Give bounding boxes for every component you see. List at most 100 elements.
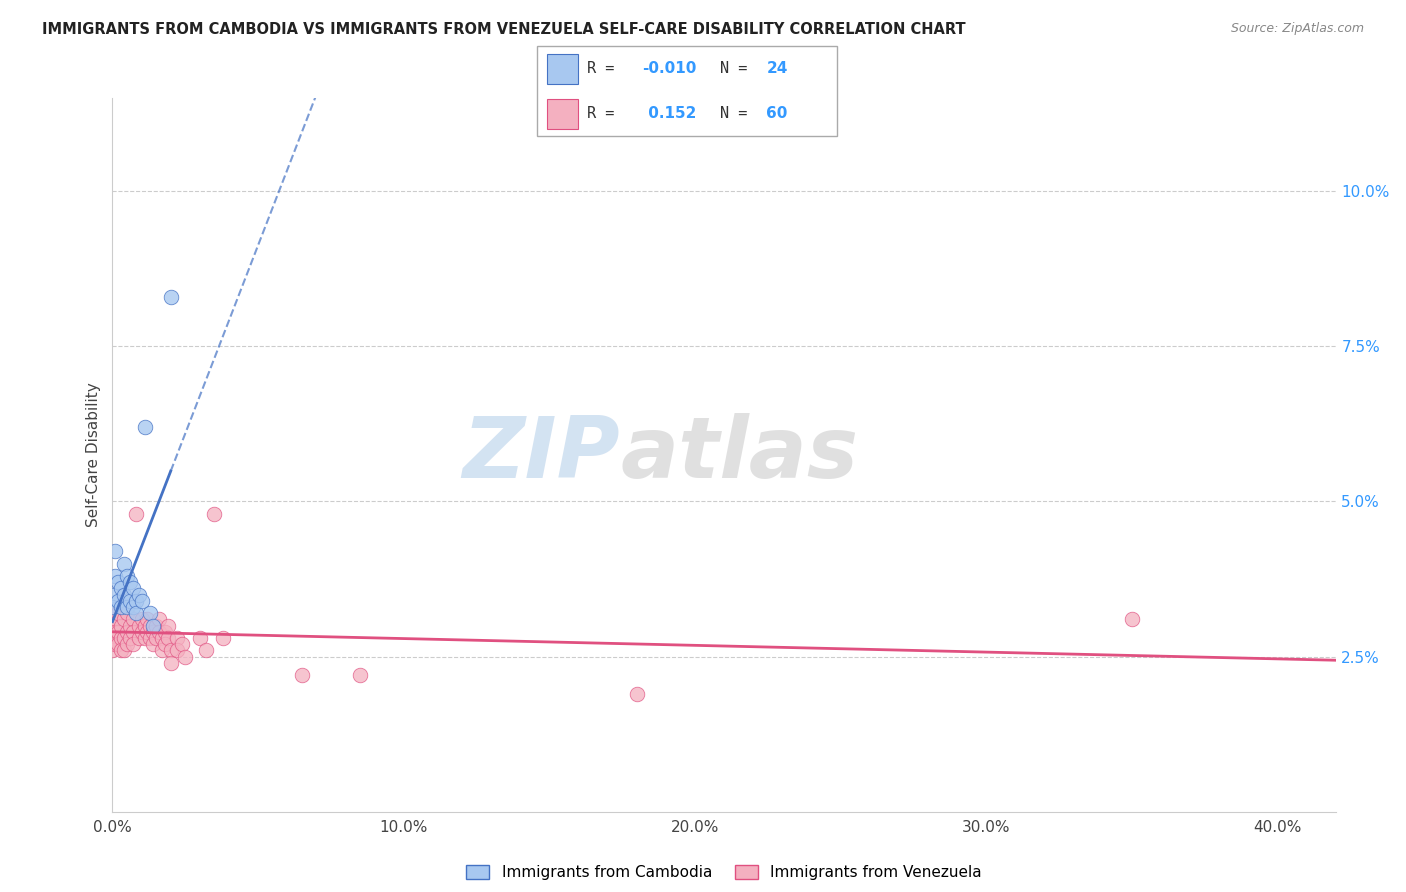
Text: R =: R = [586, 106, 623, 121]
Legend: Immigrants from Cambodia, Immigrants from Venezuela: Immigrants from Cambodia, Immigrants fro… [460, 859, 988, 886]
Point [145, 631, 167, 645]
Point [122, 624, 145, 639]
Point [107, 593, 129, 607]
Point [142, 618, 165, 632]
Point [115, 569, 138, 583]
Point [166, 631, 188, 645]
Point [107, 637, 129, 651]
Point [128, 631, 150, 645]
Point [142, 624, 165, 639]
Point [115, 624, 138, 639]
Point [172, 637, 194, 651]
Point [349, 668, 371, 682]
Point [125, 606, 148, 620]
Point [112, 557, 135, 571]
Point [104, 624, 127, 639]
Point [112, 612, 135, 626]
Text: 0.152: 0.152 [643, 106, 696, 121]
Point [118, 593, 141, 607]
Point [150, 631, 173, 645]
Text: N =: N = [720, 62, 756, 77]
Point [166, 643, 188, 657]
Point [204, 507, 226, 521]
Point [101, 643, 124, 657]
Text: 60: 60 [766, 106, 787, 121]
Point [188, 631, 211, 645]
Text: N =: N = [720, 106, 756, 121]
Point [125, 593, 148, 607]
Point [212, 631, 235, 645]
FancyBboxPatch shape [537, 46, 838, 136]
Point [194, 643, 217, 657]
Point [110, 599, 132, 614]
Point [131, 624, 153, 639]
Point [122, 599, 145, 614]
Point [131, 593, 153, 607]
Point [159, 656, 181, 670]
Point [118, 618, 141, 632]
Point [118, 631, 141, 645]
Point [110, 631, 132, 645]
Point [139, 631, 162, 645]
Point [122, 612, 145, 626]
Point [112, 643, 135, 657]
Point [134, 631, 156, 645]
Point [118, 575, 141, 590]
Point [104, 569, 127, 583]
Text: -0.010: -0.010 [643, 62, 697, 77]
Point [145, 618, 167, 632]
Point [110, 643, 132, 657]
Point [122, 637, 145, 651]
Text: Source: ZipAtlas.com: Source: ZipAtlas.com [1230, 22, 1364, 36]
Point [125, 507, 148, 521]
Point [131, 612, 153, 626]
Point [156, 631, 179, 645]
Point [107, 606, 129, 620]
Text: IMMIGRANTS FROM CAMBODIA VS IMMIGRANTS FROM VENEZUELA SELF-CARE DISABILITY CORRE: IMMIGRANTS FROM CAMBODIA VS IMMIGRANTS F… [42, 22, 966, 37]
Point [142, 637, 165, 651]
Point [101, 618, 124, 632]
Point [159, 290, 181, 304]
Point [107, 624, 129, 639]
Point [122, 582, 145, 596]
Point [104, 637, 127, 651]
Text: atlas: atlas [620, 413, 858, 497]
Point [134, 618, 156, 632]
Y-axis label: Self-Care Disability: Self-Care Disability [86, 383, 101, 527]
Point [107, 575, 129, 590]
Text: R =: R = [586, 62, 623, 77]
Point [101, 631, 124, 645]
Point [139, 618, 162, 632]
Point [115, 599, 138, 614]
Point [104, 544, 127, 558]
Point [101, 588, 124, 602]
Point [110, 618, 132, 632]
Point [115, 637, 138, 651]
Bar [547, 54, 578, 84]
Point [136, 624, 159, 639]
Point [128, 618, 150, 632]
Point [139, 606, 162, 620]
Point [112, 588, 135, 602]
Point [1121, 612, 1143, 626]
Point [156, 618, 179, 632]
Point [153, 624, 176, 639]
Point [104, 612, 127, 626]
Point [101, 599, 124, 614]
Point [112, 631, 135, 645]
Point [291, 668, 314, 682]
Point [153, 637, 176, 651]
Bar [547, 99, 578, 129]
Point [150, 643, 173, 657]
Point [626, 687, 648, 701]
Text: 24: 24 [766, 62, 787, 77]
Point [115, 606, 138, 620]
Point [148, 612, 170, 626]
Text: ZIP: ZIP [463, 413, 620, 497]
Point [136, 612, 159, 626]
Point [148, 624, 170, 639]
Point [134, 420, 156, 434]
Point [159, 643, 181, 657]
Point [128, 588, 150, 602]
Point [174, 649, 197, 664]
